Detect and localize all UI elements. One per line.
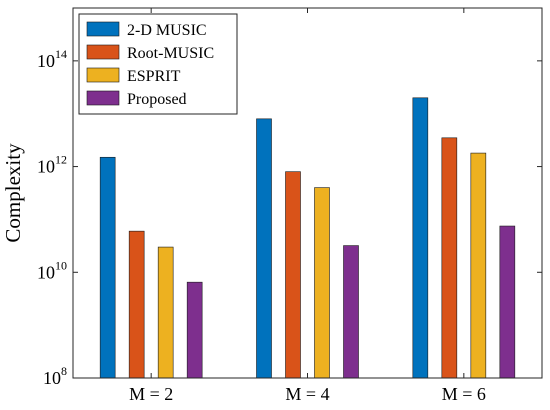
bars-group (99, 97, 516, 379)
y-tick-label: 108 (43, 364, 67, 388)
x-tick-label: M = 2 (129, 384, 173, 404)
bar-2-d-music-3 (412, 97, 429, 379)
bar-root-music-2 (285, 171, 301, 379)
legend-label: Root-MUSIC (127, 45, 214, 62)
bar-2-d-music-2 (256, 118, 272, 379)
y-tick-exponent: 10 (55, 258, 67, 272)
y-tick-base: 10 (37, 51, 55, 71)
legend-label: ESPRIT (127, 68, 181, 85)
bar-esprit-3 (470, 152, 487, 379)
y-tick-exponent: 8 (61, 364, 67, 378)
x-tick-label: M = 6 (442, 384, 486, 404)
x-tick-label: M = 4 (285, 384, 329, 404)
legend-swatch (86, 67, 120, 83)
y-tick-label: 1014 (37, 47, 67, 71)
bar-proposed-2 (343, 245, 359, 379)
y-tick-base: 10 (37, 157, 55, 177)
y-tick-label: 1010 (37, 258, 67, 282)
y-tick-exponent: 14 (55, 47, 67, 61)
bar-proposed-1 (186, 281, 203, 379)
y-tick-exponent: 12 (55, 153, 67, 167)
bar-proposed-3 (499, 225, 516, 379)
y-tick-base: 10 (43, 368, 61, 388)
x-axis-ticks: M = 2 M = 4 M = 6 (129, 8, 486, 404)
bar-esprit-2 (314, 187, 330, 379)
y-axis-label: Complexity (1, 143, 25, 243)
y-tick-base: 10 (37, 262, 55, 282)
bar-root-music-1 (128, 230, 145, 379)
bar-esprit-1 (157, 246, 174, 379)
legend-label: Proposed (127, 91, 187, 108)
legend-swatch (86, 21, 120, 37)
legend-label: 2-D MUSIC (127, 22, 207, 39)
legend-swatch (86, 90, 120, 106)
y-tick-label: 1012 (37, 153, 67, 177)
legend-swatch (86, 44, 120, 60)
bar-root-music-3 (441, 137, 458, 379)
bar-2-d-music-1 (99, 156, 116, 379)
legend: 2-D MUSIC Root-MUSIC ESPRIT Proposed (78, 13, 238, 115)
